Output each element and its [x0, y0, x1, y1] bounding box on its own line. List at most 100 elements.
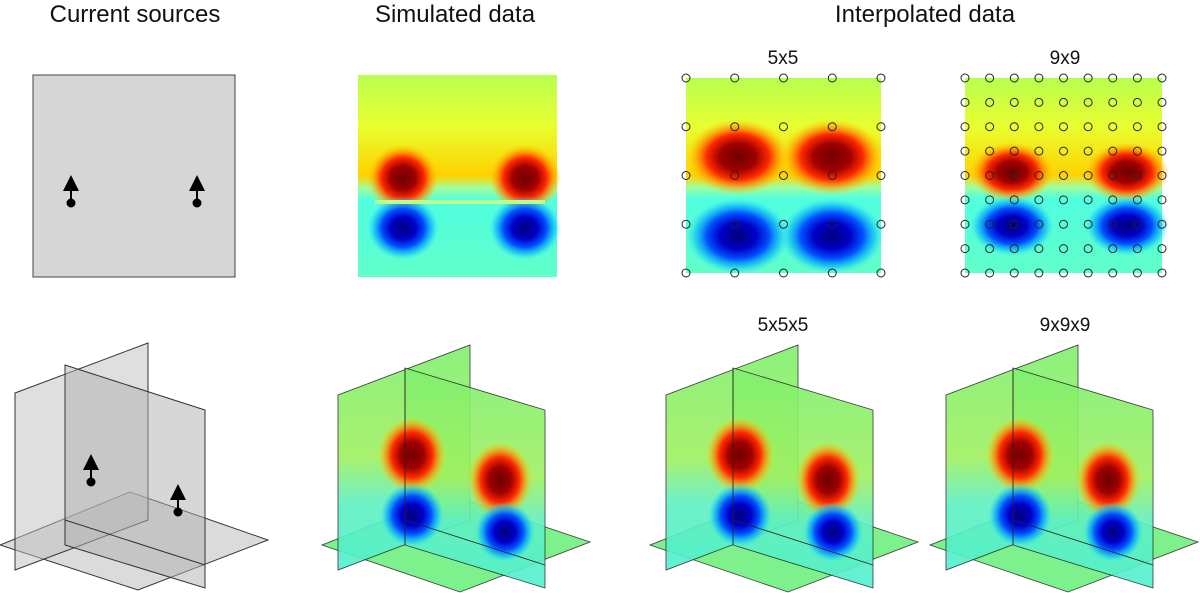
sample-point [1083, 73, 1093, 83]
sample-point [1108, 73, 1118, 83]
sample-point [1009, 146, 1019, 156]
sample-point [1132, 244, 1142, 254]
simulated-map [358, 75, 561, 277]
sample-point [1083, 219, 1093, 229]
sample-point [827, 73, 837, 83]
source-slices [0, 342, 270, 591]
shape [686, 119, 790, 195]
sample-point [1157, 195, 1167, 205]
sample-point [1132, 146, 1142, 156]
sample-point [1108, 122, 1118, 132]
sample-point [1059, 73, 1068, 83]
sample-point [681, 219, 691, 229]
sample-point [827, 219, 837, 229]
sample-point [1009, 244, 1019, 254]
sample-point [1132, 73, 1142, 83]
sample-point [1059, 146, 1068, 156]
sample-point [1083, 244, 1093, 254]
sample-point [1108, 244, 1118, 254]
heading: Current sources [50, 1, 221, 28]
shape [489, 196, 561, 260]
sample-point [1083, 195, 1093, 205]
source [63, 175, 205, 208]
sample-point [1157, 97, 1167, 107]
sample-point [681, 73, 691, 83]
sample-point [779, 73, 788, 83]
interpolated-map [686, 78, 884, 274]
sample-point [827, 171, 837, 180]
source-plane [32, 74, 236, 278]
sample-point [1059, 268, 1068, 278]
sample-point [1009, 171, 1019, 180]
sample-point [1132, 171, 1142, 180]
sample-point [1132, 268, 1142, 278]
sample-point [1157, 244, 1167, 254]
sample-point [1157, 122, 1167, 132]
sample-point [1009, 268, 1019, 278]
sample-point [985, 122, 995, 132]
heading: Interpolated data [835, 1, 1016, 28]
sample-point [876, 171, 886, 180]
shape [64, 364, 206, 589]
sample-point [730, 73, 740, 83]
sample-point [1009, 122, 1019, 132]
sample-point [1083, 97, 1093, 107]
sample-point [681, 171, 691, 180]
sample-point [1157, 146, 1167, 156]
sample-point [1157, 73, 1167, 83]
sample-point [1132, 195, 1142, 205]
sample-point [1009, 97, 1019, 107]
sample-point [1083, 268, 1093, 278]
sample-point [960, 97, 970, 107]
sample-point [985, 171, 995, 180]
sample-point [779, 268, 788, 278]
simulated-3d [321, 344, 591, 593]
shape [1085, 196, 1169, 256]
sample-point [1059, 219, 1068, 229]
sample-point [827, 122, 837, 132]
sample-point [985, 219, 995, 229]
interpolated-map [965, 78, 1169, 273]
sample-point [876, 73, 886, 83]
sample-point [1132, 219, 1142, 229]
sample-point [730, 268, 740, 278]
shape [970, 196, 1054, 256]
sample-point [1157, 171, 1167, 180]
panel-label: 5x5x5 [758, 315, 809, 336]
sample-point [779, 171, 788, 180]
sample-point [1108, 268, 1118, 278]
heading: Simulated data [375, 1, 536, 28]
sample-point [779, 219, 788, 229]
shape [173, 507, 183, 517]
sample-point [960, 122, 970, 132]
sample-point [985, 97, 995, 107]
sample-point [1034, 97, 1044, 107]
panel-label: 9x9 [1050, 48, 1081, 69]
sample-point [1034, 195, 1044, 205]
shape [780, 198, 884, 274]
sample-point [876, 219, 886, 229]
sample-point [1132, 97, 1142, 107]
sample-point [1059, 195, 1068, 205]
shape [192, 198, 202, 208]
sample-point [1132, 122, 1142, 132]
sample-point [1034, 268, 1044, 278]
sample-point [779, 122, 788, 132]
sample-point [960, 171, 970, 180]
sample-point [960, 219, 970, 229]
sample-point [1083, 146, 1093, 156]
sample-point [1083, 122, 1093, 132]
sample-point [1009, 73, 1019, 83]
sample-point [1157, 268, 1167, 278]
sample-point [1034, 171, 1044, 180]
shape [64, 519, 206, 566]
sample-point [1108, 171, 1118, 180]
sample-point [1009, 195, 1019, 205]
sample-point [1059, 122, 1068, 132]
sample-point [827, 268, 837, 278]
shape [66, 198, 76, 208]
sample-point [1108, 219, 1118, 229]
shape [1085, 142, 1169, 202]
